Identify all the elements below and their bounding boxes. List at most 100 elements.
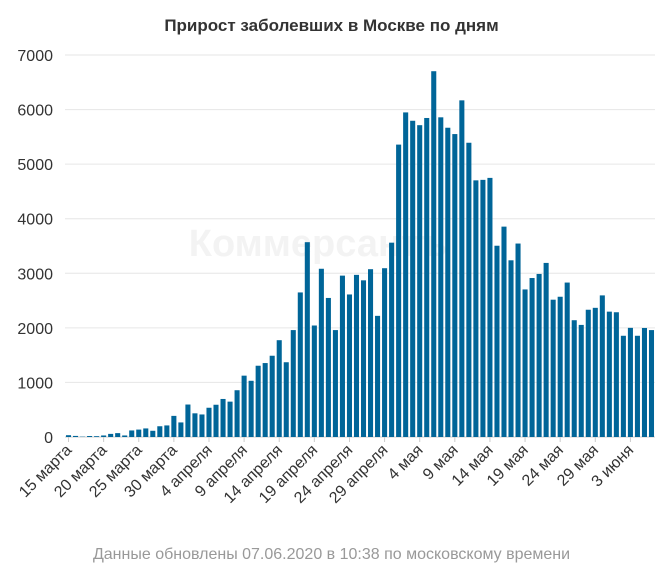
bars (65, 71, 655, 438)
bar (136, 429, 142, 437)
watermark-text: Коммерсантъ (189, 223, 447, 265)
bar (571, 320, 577, 437)
bar (283, 362, 289, 437)
bar (199, 414, 205, 437)
bar (403, 112, 409, 437)
bar (410, 120, 416, 437)
y-tick-label: 7000 (17, 48, 53, 65)
bar (255, 365, 261, 437)
bar (606, 311, 612, 437)
bar (192, 413, 198, 437)
bar (620, 335, 626, 437)
bar (396, 144, 402, 438)
bar (592, 307, 598, 437)
y-tick-label: 6000 (17, 103, 53, 120)
bar (227, 401, 233, 437)
bar (353, 274, 360, 437)
bar (627, 327, 633, 437)
bar (276, 340, 282, 437)
bar (171, 415, 177, 437)
bar (143, 428, 149, 437)
y-tick-label: 4000 (17, 212, 53, 229)
bar (304, 242, 310, 437)
bar (178, 422, 184, 437)
y-tick-label: 5000 (17, 157, 53, 174)
y-tick-label: 0 (44, 430, 53, 447)
bar (634, 335, 640, 437)
footer-note: Данные обновлены 07.06.2020 в 10:38 по м… (92, 546, 571, 563)
bar (641, 327, 647, 437)
bar (318, 268, 324, 437)
bar (599, 295, 605, 437)
bar (473, 180, 479, 437)
bar (129, 430, 135, 437)
bar (515, 243, 521, 437)
bar (213, 404, 219, 437)
bar (459, 100, 465, 437)
bar (297, 292, 303, 437)
bar (157, 426, 163, 437)
bar (438, 117, 444, 437)
bar (445, 127, 451, 438)
bar (368, 269, 374, 437)
bar (108, 433, 114, 437)
bar (480, 179, 486, 438)
bar (578, 324, 584, 437)
bar (522, 289, 528, 437)
y-tick-label: 2000 (17, 321, 53, 338)
bar (389, 242, 395, 437)
bar (262, 363, 268, 437)
bar (164, 425, 170, 437)
bar (101, 435, 107, 437)
bar (339, 275, 345, 437)
bar (65, 435, 72, 437)
bar (494, 245, 500, 437)
bar (431, 71, 437, 438)
bar (487, 177, 493, 437)
bar (122, 435, 128, 437)
bar (360, 280, 367, 437)
y-tick-label: 3000 (17, 266, 53, 283)
chart-title: Прирост заболевших в Москве по дням (164, 16, 499, 35)
bar (73, 435, 79, 437)
bar (234, 390, 240, 437)
bar (269, 355, 275, 437)
bar (543, 262, 549, 437)
bar (529, 278, 535, 437)
bar (115, 433, 121, 437)
bar (382, 268, 388, 437)
bar (220, 398, 226, 437)
bar (648, 330, 655, 437)
bar (311, 325, 317, 437)
bar (346, 294, 352, 437)
x-tick-label: 4 мая (385, 442, 427, 484)
bar (332, 330, 338, 437)
bar (248, 380, 254, 437)
bar (185, 404, 191, 437)
gridlines (65, 54, 655, 438)
bar (585, 309, 591, 437)
bar (290, 330, 296, 437)
bar (501, 226, 507, 437)
y-tick-label: 1000 (17, 375, 53, 392)
bar (241, 375, 247, 437)
bar (452, 134, 458, 437)
bar (87, 436, 93, 437)
bar (375, 315, 381, 437)
bar (325, 297, 331, 437)
bar (550, 299, 556, 437)
bar (424, 117, 430, 437)
bar (206, 407, 212, 437)
bar (613, 312, 619, 437)
bar (508, 260, 514, 437)
bar (564, 282, 570, 437)
y-axis: 0 1000 2000 3000 4000 5000 6000 7000 (17, 48, 53, 447)
bar (536, 273, 542, 437)
bar (466, 142, 472, 437)
bar (557, 296, 563, 437)
bar (94, 436, 100, 437)
bar (150, 430, 156, 437)
